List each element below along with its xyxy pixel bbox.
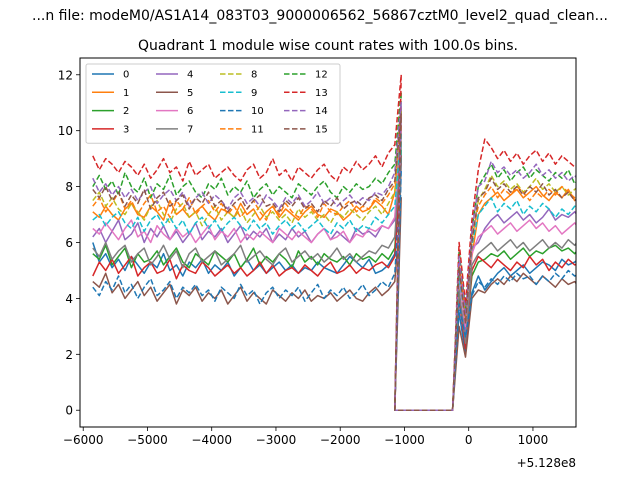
series-layer bbox=[92, 74, 576, 411]
y-tick-label: 10 bbox=[58, 124, 73, 138]
chart-title: Quadrant 1 module wise count rates with … bbox=[138, 38, 518, 54]
series-line-11 bbox=[92, 104, 576, 411]
y-tick-label: 6 bbox=[65, 236, 73, 250]
y-tick-label: 8 bbox=[65, 180, 73, 194]
legend-label-2: 2 bbox=[123, 106, 129, 117]
y-tick-label: 2 bbox=[65, 348, 73, 362]
series-line-1 bbox=[92, 124, 576, 411]
x-tick-label: −4000 bbox=[191, 433, 232, 447]
y-tick-label: 12 bbox=[58, 68, 73, 82]
y-tick-label: 0 bbox=[65, 404, 73, 418]
x-tick-label: −1000 bbox=[384, 433, 425, 447]
legend-label-8: 8 bbox=[251, 70, 257, 81]
x-tick-label: −2000 bbox=[320, 433, 361, 447]
legend-label-11: 11 bbox=[251, 124, 264, 135]
x-axis: −6000 −5000 −4000 −3000 −2000 −1000 0 1000 bbox=[63, 427, 548, 447]
y-tick-label: 4 bbox=[65, 292, 73, 306]
series-line-13 bbox=[92, 74, 576, 411]
legend-label-12: 12 bbox=[315, 70, 328, 81]
legend-label-6: 6 bbox=[187, 106, 193, 117]
legend-label-10: 10 bbox=[251, 106, 264, 117]
series-line-3 bbox=[92, 155, 576, 411]
legend-label-0: 0 bbox=[123, 70, 129, 81]
legend-label-13: 13 bbox=[315, 88, 328, 99]
legend-label-7: 7 bbox=[187, 124, 193, 135]
x-tick-label: 1000 bbox=[518, 433, 549, 447]
series-line-12 bbox=[92, 90, 576, 411]
legend-label-5: 5 bbox=[187, 88, 193, 99]
x-tick-label: −3000 bbox=[256, 433, 297, 447]
series-line-0 bbox=[92, 157, 576, 411]
series-line-10 bbox=[92, 169, 576, 411]
legend-label-15: 15 bbox=[315, 124, 328, 135]
y-axis: 0 2 4 6 8 10 12 bbox=[58, 68, 80, 418]
x-tick-label: −5000 bbox=[127, 433, 168, 447]
series-line-6 bbox=[92, 129, 576, 411]
series-line-9 bbox=[92, 132, 576, 411]
x-tick-label: 0 bbox=[465, 433, 473, 447]
legend-label-4: 4 bbox=[187, 70, 193, 81]
series-line-14 bbox=[92, 101, 576, 411]
legend-frame bbox=[85, 63, 341, 144]
series-line-15 bbox=[92, 113, 576, 411]
legend-label-1: 1 bbox=[123, 88, 129, 99]
x-tick-label: −6000 bbox=[63, 433, 104, 447]
series-line-7 bbox=[92, 141, 576, 411]
series-line-8 bbox=[92, 107, 576, 411]
x-offset-text: +5.128e8 bbox=[517, 456, 576, 470]
figure-suptitle: ...n file: modeM0/AS1A14_083T03_90000065… bbox=[32, 8, 608, 24]
legend-label-3: 3 bbox=[123, 124, 129, 135]
legend-label-14: 14 bbox=[315, 106, 328, 117]
legend-label-9: 9 bbox=[251, 88, 257, 99]
